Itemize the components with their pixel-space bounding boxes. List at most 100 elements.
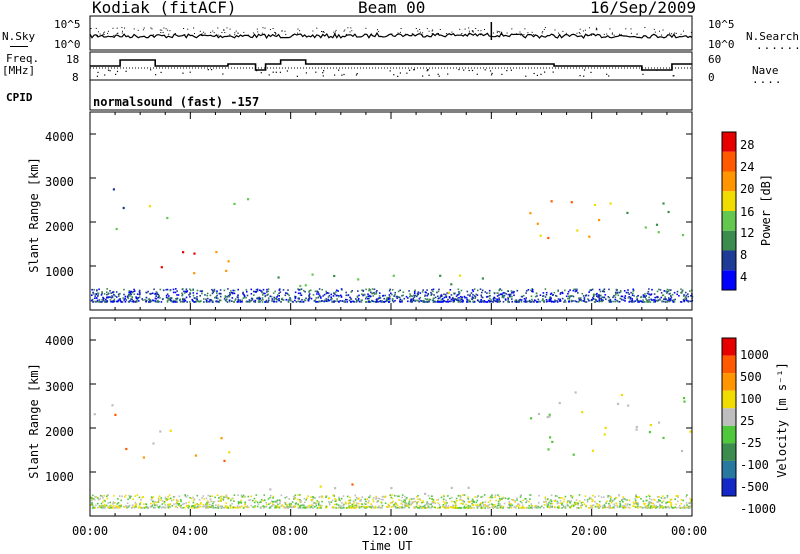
velocity-panel-ground-cell	[479, 503, 482, 506]
power-panel-ground-cell	[507, 293, 510, 296]
power-panel-ground-cell	[196, 298, 198, 301]
power-panel-ground-cell	[190, 289, 192, 292]
power-panel-ground-cell	[442, 301, 444, 303]
velocity-panel-ground-cell	[502, 497, 505, 499]
power-panel-ground-cell	[265, 301, 267, 303]
power-panel-ground-cell	[301, 299, 303, 301]
power-panel-ground-cell	[687, 295, 690, 298]
power-panel-ground-cell	[618, 301, 621, 303]
power-panel-ground-cell	[267, 297, 270, 299]
velocity-panel-ground-cell	[580, 502, 583, 504]
velocity-panel-ground-cell	[553, 500, 556, 502]
nsearch-dot	[558, 32, 559, 34]
power-panel-ground-cell	[682, 295, 685, 297]
power-cbar-tick-8: 8	[740, 248, 748, 262]
velocity-panel-ground-cell	[657, 501, 660, 503]
nsearch-dot	[121, 32, 123, 34]
velocity-panel-ground-cell	[510, 498, 513, 501]
velocity-panel-ground-cell	[157, 501, 160, 503]
velocity-panel-ground-cell	[361, 503, 364, 506]
power-panel-ground-cell	[666, 291, 669, 293]
velocity-panel-ground-cell	[367, 502, 369, 504]
velocity-panel-ground-cell	[100, 502, 103, 505]
velocity-panel-ground-cell	[230, 499, 232, 502]
nsearch-dot	[630, 32, 632, 34]
power-panel-ground-cell	[595, 299, 597, 301]
nave-dot	[338, 69, 340, 71]
power-panel-ground-cell	[430, 294, 432, 296]
velocity-panel-ground-cell	[459, 498, 462, 500]
velocity-panel-ground-cell	[645, 495, 648, 498]
power-panel-feature-cell	[681, 234, 685, 237]
nsearch-dot	[630, 28, 632, 30]
velocity-panel-ground-cell	[684, 506, 687, 509]
velocity-panel-ground-cell	[658, 499, 661, 502]
nsearch-dot	[264, 35, 266, 36]
power-panel-feature-cell	[304, 284, 307, 287]
nsearch-dot	[468, 27, 470, 29]
power-panel-ground-cell	[660, 296, 663, 299]
power-panel-ground-cell	[429, 298, 431, 301]
power-panel-ground-cell	[388, 301, 390, 303]
power-panel-ground-cell	[313, 300, 316, 302]
velocity-panel-ground-cell	[354, 494, 356, 497]
velocity-panel-ground-cell	[538, 494, 540, 497]
velocity-panel-ground-cell	[305, 498, 307, 501]
nsearch-dot	[431, 33, 433, 35]
velocity-panel-ground-cell	[381, 504, 384, 507]
power-panel-ground-cell	[669, 292, 671, 295]
power-panel-ground-cell	[267, 288, 270, 290]
power-panel-ground-cell	[300, 294, 303, 296]
velocity-panel-ground-cell	[240, 501, 243, 504]
nsearch-dot	[163, 27, 165, 29]
velocity-panel-ground-cell	[665, 502, 667, 505]
velocity-cbar-tick-25: 25	[740, 414, 755, 428]
power-panel-ground-cell	[450, 300, 452, 303]
power-panel-ground-cell	[550, 297, 552, 299]
velocity-panel-ground-cell	[465, 503, 467, 506]
power-panel-ground-cell	[131, 291, 134, 294]
velocity-panel-ground-cell	[665, 506, 668, 509]
power-panel-ground-cell	[548, 300, 551, 303]
velocity-panel-ground-cell	[475, 501, 478, 504]
nsearch-dot	[541, 32, 543, 34]
nave-dot	[422, 75, 424, 77]
power-panel-ground-cell	[437, 295, 439, 298]
velocity-panel-ground-cell	[182, 507, 184, 509]
velocity-panel-ground-cell	[395, 507, 397, 509]
power-panel-ground-cell	[106, 291, 108, 293]
nsearch-dot	[323, 31, 325, 33]
power-panel-ground-cell	[318, 288, 321, 290]
velocity-panel-ground-cell	[642, 500, 645, 502]
velocity-panel-ground-cell	[275, 501, 278, 504]
power-panel-feature-cell	[225, 269, 228, 272]
nave-tick-high: 60	[708, 53, 722, 66]
velocity-panel-ground-cell	[369, 506, 371, 508]
velocity-panel-ground-cell	[194, 504, 196, 506]
power-panel-ground-cell	[289, 298, 292, 300]
velocity-panel-ground-cell	[290, 506, 293, 509]
power-panel-ground-cell	[266, 288, 268, 291]
velocity-panel-ground-cell	[364, 498, 366, 501]
power-panel-ground-cell	[278, 299, 281, 302]
nave-dot	[437, 73, 439, 75]
power-panel-ground-cell	[348, 299, 351, 302]
velocity-panel-ground-cell	[556, 500, 559, 503]
velocity-panel-ground-cell	[118, 504, 121, 507]
velocity-panel-ground-cell	[170, 499, 173, 502]
power-panel-ground-cell	[661, 300, 664, 302]
power-panel-ground-cell	[373, 293, 376, 295]
power-panel-ground-cell	[368, 288, 371, 290]
velocity-panel-ground-cell	[621, 499, 623, 501]
power-panel-ground-cell	[413, 290, 416, 293]
power-panel-ground-cell	[466, 298, 468, 301]
velocity-panel-ground-cell	[265, 506, 268, 508]
power-panel-ground-cell	[509, 293, 511, 296]
velocity-panel-ground-cell	[348, 505, 350, 508]
velocity-panel-ground-cell	[312, 504, 314, 507]
velocity-panel-ground-cell	[614, 498, 616, 500]
power-panel-ground-cell	[409, 300, 412, 303]
velocity-panel-ground-cell	[209, 498, 212, 500]
velocity-panel-ground-cell	[654, 506, 656, 508]
power-panel-ground-cell	[294, 295, 296, 298]
